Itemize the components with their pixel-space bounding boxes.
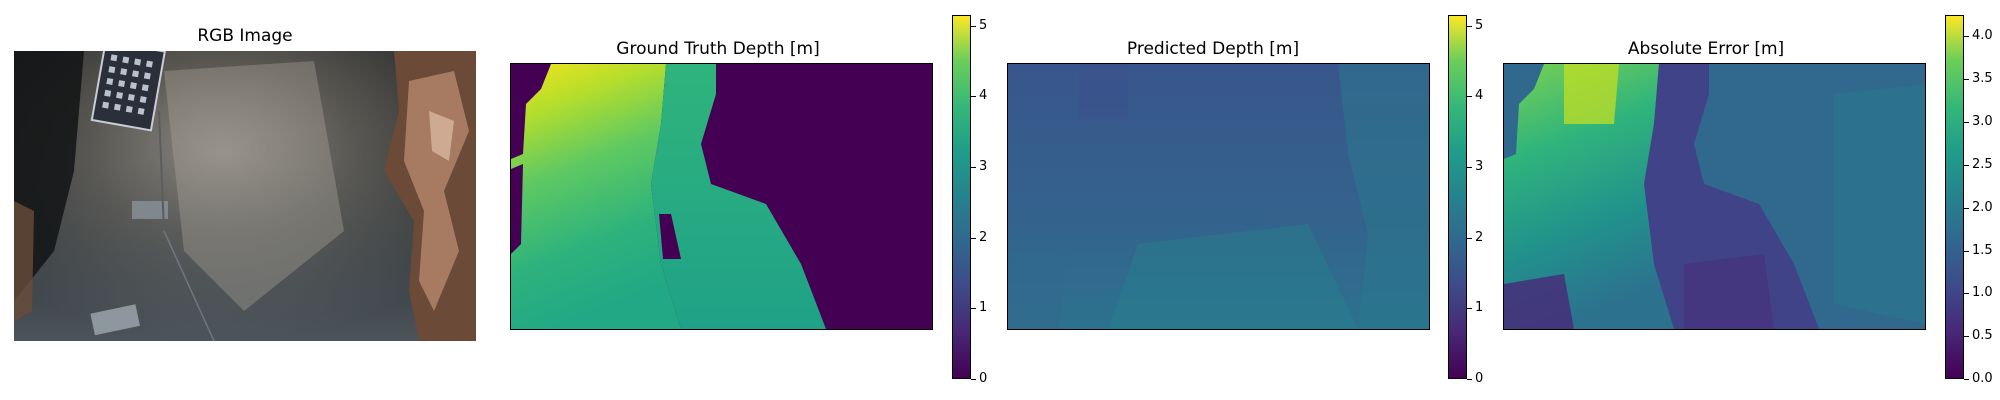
colorbar-tick-label: 2.5 <box>1972 157 1993 172</box>
colorbar-tick-mark <box>1467 379 1472 380</box>
colorbar-tick-label: 0.5 <box>1972 328 1993 343</box>
colorbar-tick-mark <box>1964 293 1969 294</box>
pred-depth-panel-title: Predicted Depth [m] <box>1126 39 1300 59</box>
colorbar-tick-label: 0 <box>979 371 988 386</box>
colorbar-tick-label: 0.0 <box>1972 371 1993 386</box>
colorbar-tick-mark <box>1964 36 1969 37</box>
colorbar-tick-label: 1.0 <box>1972 285 1993 300</box>
colorbar-tick-mark <box>971 238 976 239</box>
rgb-panel-title: RGB Image <box>197 26 293 46</box>
pred-depth-colorbar <box>1448 15 1467 379</box>
ground-truth-depth-map <box>510 63 933 330</box>
colorbar-tick-mark <box>971 26 976 27</box>
colorbar-tick-label: 3.0 <box>1972 114 1993 129</box>
colorbar-tick-label: 2 <box>979 230 988 245</box>
colorbar-tick-label: 3.5 <box>1972 71 1993 86</box>
colorbar-tick-label: 4 <box>979 88 988 103</box>
colorbar-tick-mark <box>1467 26 1472 27</box>
gt-depth-colorbar <box>952 15 971 379</box>
colorbar-tick-mark <box>971 379 976 380</box>
gt-depth-panel-title: Ground Truth Depth [m] <box>616 39 820 59</box>
colorbar-tick-mark <box>1467 96 1472 97</box>
colorbar-tick-mark <box>1964 122 1969 123</box>
colorbar-tick-mark <box>1964 379 1969 380</box>
abs-error-colorbar <box>1945 15 1964 379</box>
colorbar-tick-label: 2 <box>1475 230 1484 245</box>
predicted-depth-map <box>1007 63 1430 330</box>
colorbar-tick-mark <box>1964 165 1969 166</box>
colorbar-tick-label: 3 <box>979 159 988 174</box>
colorbar-tick-label: 3 <box>1475 159 1484 174</box>
colorbar-tick-label: 1.5 <box>1972 243 1993 258</box>
colorbar-tick-mark <box>1964 208 1969 209</box>
colorbar-tick-label: 4.0 <box>1972 28 1993 43</box>
colorbar-tick-mark <box>971 167 976 168</box>
colorbar-tick-mark <box>1467 308 1472 309</box>
colorbar-tick-mark <box>1964 251 1969 252</box>
colorbar-tick-mark <box>1467 167 1472 168</box>
colorbar-tick-label: 2.0 <box>1972 200 1993 215</box>
abs-error-panel-title: Absolute Error [m] <box>1627 39 1785 59</box>
colorbar-tick-mark <box>1467 238 1472 239</box>
rgb-image <box>14 51 476 341</box>
colorbar-tick-mark <box>1964 336 1969 337</box>
colorbar-tick-label: 4 <box>1475 88 1484 103</box>
colorbar-tick-mark <box>971 308 976 309</box>
colorbar-tick-label: 1 <box>1475 300 1484 315</box>
colorbar-tick-label: 5 <box>979 18 988 33</box>
colorbar-tick-label: 5 <box>1475 18 1484 33</box>
colorbar-tick-label: 1 <box>979 300 988 315</box>
colorbar-tick-mark <box>1964 79 1969 80</box>
absolute-error-map <box>1503 63 1926 330</box>
colorbar-tick-label: 0 <box>1475 371 1484 386</box>
colorbar-tick-mark <box>971 96 976 97</box>
